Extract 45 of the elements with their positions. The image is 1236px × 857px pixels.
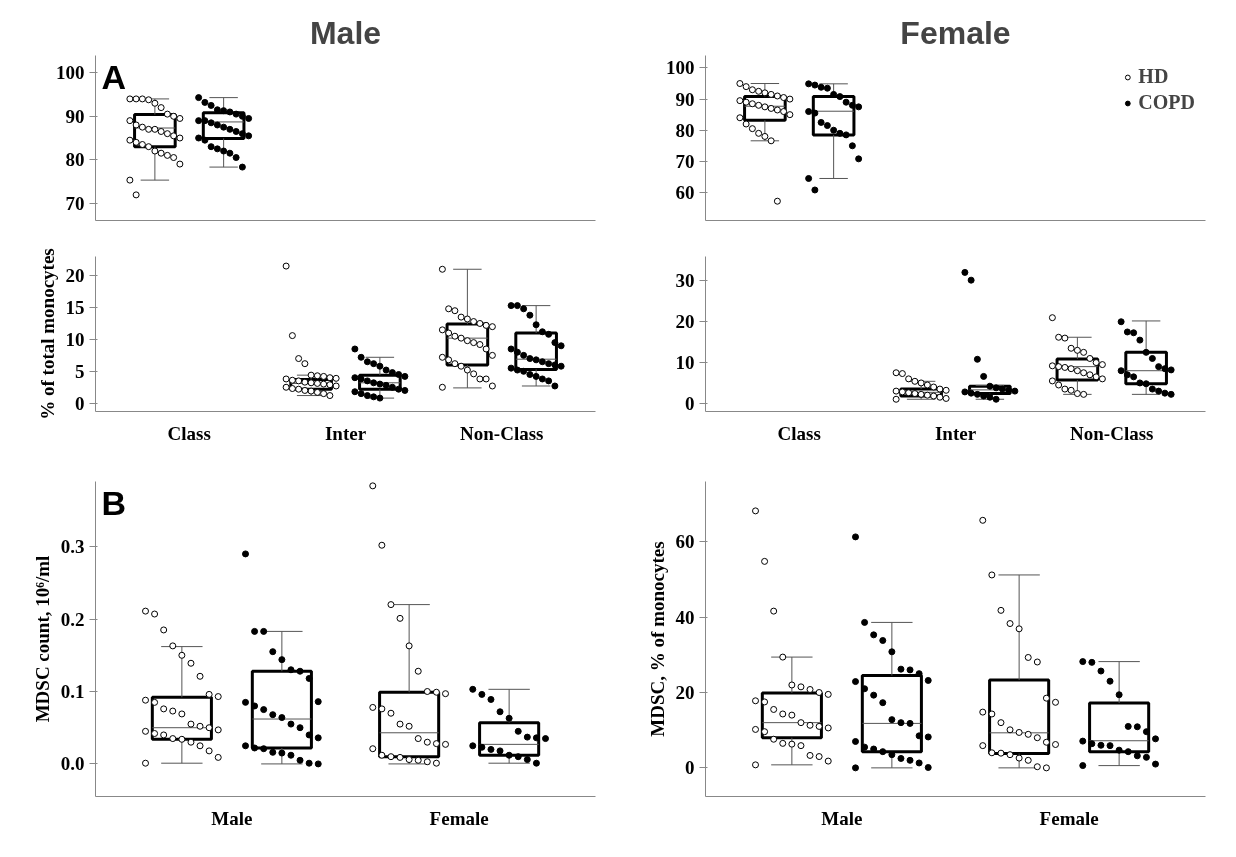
y-tick-label: 20 [675, 311, 695, 333]
y-tick-label: 0.1 [60, 681, 85, 702]
y-tick-label: 70 [675, 150, 695, 172]
y-tick-label: 15 [65, 297, 85, 319]
x-tick-label: Male [821, 807, 863, 829]
y-axis-title: % of total monocytes [36, 248, 58, 420]
y-axis-title: MDSC, % of monocytes [646, 541, 668, 737]
legend-label: HD [1138, 65, 1169, 88]
y-axis-title: MDSC count, 10⁶/ml [31, 555, 53, 723]
y-tick-label: 0 [685, 392, 695, 414]
y-tick-label: 20 [675, 682, 695, 703]
x-tick-label: Inter [934, 422, 977, 444]
x-tick-label: Male [211, 807, 253, 829]
x-tick-label: Non-Class [1070, 422, 1154, 444]
annotation: B [101, 483, 127, 522]
y-tick-label: 5 [75, 360, 85, 382]
y-tick-label: 20 [65, 265, 85, 287]
x-tick-label: Non-Class [460, 422, 544, 444]
y-tick-label: 70 [65, 192, 85, 214]
y-tick-label: 80 [675, 119, 695, 141]
y-tick-label: 10 [65, 328, 85, 350]
annotation: A [101, 57, 127, 96]
y-tick-label: 0 [75, 392, 85, 414]
y-tick-label: 0 [685, 757, 695, 779]
y-tick-label: 0.3 [60, 536, 85, 558]
legend-label: COPD [1138, 91, 1195, 114]
y-tick-label: 60 [675, 531, 695, 553]
x-tick-label: Class [777, 422, 821, 444]
y-tick-label: 10 [675, 352, 695, 374]
y-tick-label: 60 [675, 181, 695, 203]
y-tick-label: 80 [65, 149, 85, 171]
y-tick-label: 40 [675, 606, 695, 628]
y-tick-label: 30 [675, 270, 695, 292]
y-tick-label: 100 [666, 57, 695, 79]
y-tick-label: 0.2 [60, 608, 85, 630]
x-tick-label: Class [167, 422, 211, 444]
y-tick-label: 100 [56, 62, 85, 84]
chart-title: Male [309, 14, 382, 51]
x-tick-label: Inter [324, 422, 367, 444]
y-tick-label: 90 [65, 105, 85, 127]
chart-title: Female [900, 14, 1011, 51]
x-tick-label: Female [429, 807, 489, 829]
y-tick-label: 90 [675, 88, 695, 110]
x-tick-label: Female [1039, 807, 1099, 829]
y-tick-label: 0.0 [60, 753, 85, 775]
